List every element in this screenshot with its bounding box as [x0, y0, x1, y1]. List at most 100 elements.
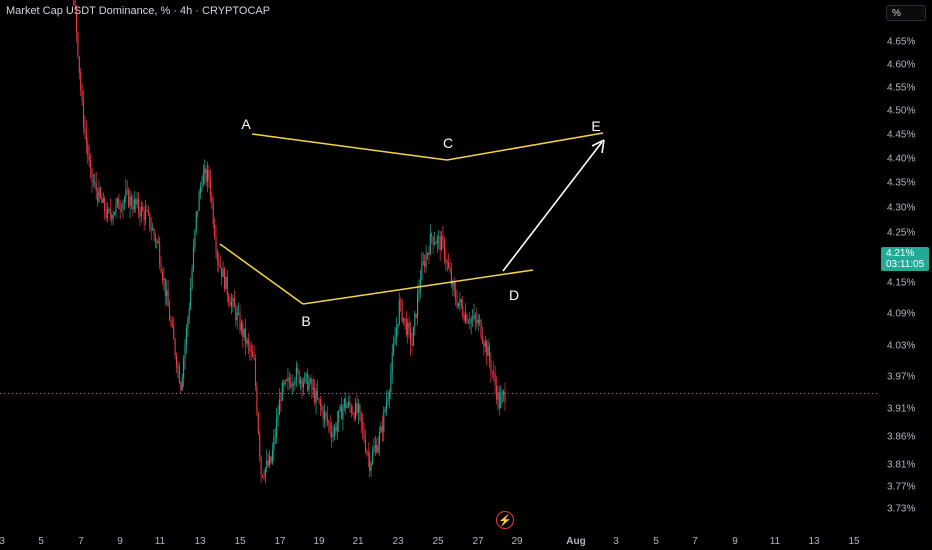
drawn-pattern-lines[interactable]: A B C D E — [219, 116, 605, 329]
candle-body — [207, 169, 209, 182]
y-tick-label: 4.15% — [887, 278, 915, 289]
candle-body — [225, 276, 227, 289]
candle-body — [314, 387, 316, 403]
candle-body — [95, 182, 97, 192]
candle-body — [342, 407, 344, 420]
candle-body — [383, 410, 385, 432]
candle-body — [121, 209, 123, 211]
candle-body — [301, 379, 303, 388]
candle-body — [460, 299, 462, 306]
candle-body — [384, 409, 386, 411]
x-tick-label: 21 — [352, 536, 364, 547]
candle-body — [125, 189, 127, 199]
y-tick-label: 3.77% — [887, 482, 915, 493]
price-axis[interactable]: 4.65% 4.60% 4.55% 4.50% 4.45% 4.40% 4.35% 4.30%… — [887, 37, 915, 515]
candle-body — [350, 406, 352, 414]
candle-body — [445, 258, 447, 263]
candle-body — [98, 188, 100, 202]
candle-body — [161, 272, 164, 280]
pattern-line — [446, 132, 604, 161]
candle-body — [371, 452, 374, 464]
candle-body — [78, 56, 80, 73]
candle-body — [380, 426, 382, 433]
candle-body — [501, 393, 503, 397]
candle-body — [264, 467, 266, 477]
candle-body — [278, 399, 281, 416]
candle-body — [243, 328, 245, 337]
candle-body — [484, 341, 486, 347]
candle-body — [91, 168, 93, 182]
candle-body — [177, 366, 179, 368]
candle-body — [257, 413, 259, 434]
candle-body — [302, 382, 304, 388]
candle-body — [81, 89, 83, 102]
candle-body — [123, 198, 125, 203]
candle-body — [397, 323, 399, 329]
y-tick-label: 4.50% — [887, 106, 915, 117]
candle-body — [426, 253, 429, 255]
pattern-point-label: A — [241, 116, 251, 132]
pattern-point-label: B — [301, 313, 310, 329]
candle-body — [442, 236, 444, 240]
lightning-icon[interactable]: ⚡ — [496, 511, 514, 529]
candle-body — [170, 320, 172, 324]
candle-body — [325, 412, 327, 416]
bar-countdown: 03:11:05 — [886, 259, 925, 270]
candle-body — [208, 169, 210, 179]
candle-body — [97, 191, 99, 202]
y-tick-label: 4.03% — [887, 341, 915, 352]
candle-body — [297, 367, 299, 372]
candle-body — [276, 418, 278, 436]
candle-body — [214, 223, 216, 237]
candle-body — [352, 413, 354, 414]
candle-body — [211, 196, 213, 202]
candle-body — [476, 319, 478, 324]
candle-body — [154, 235, 156, 242]
candle-body — [378, 432, 381, 445]
pattern-point-label: E — [591, 118, 600, 134]
x-tick-label: 5 — [38, 536, 44, 547]
candle-body — [339, 406, 341, 411]
candle-body — [373, 448, 375, 453]
candle-body — [415, 313, 417, 317]
candle-body — [168, 306, 171, 321]
candle-body — [293, 384, 295, 386]
candle-body — [75, 5, 78, 32]
candle-body — [309, 379, 312, 383]
candle-body — [394, 338, 396, 345]
candle-body — [181, 377, 183, 391]
candle-body — [421, 263, 423, 280]
candle-body — [119, 209, 121, 211]
candle-body — [146, 209, 148, 211]
candle-body — [128, 190, 130, 207]
candle-body — [111, 214, 113, 220]
candle-body — [190, 287, 192, 310]
candle-body — [401, 301, 403, 322]
candle-body — [402, 317, 405, 322]
candle-body — [192, 246, 195, 270]
candle-body — [228, 295, 230, 302]
candle-body — [266, 460, 268, 468]
candle-body — [80, 72, 82, 90]
candle-body — [381, 426, 383, 432]
axis-unit-button[interactable]: % — [886, 5, 926, 21]
candle-body — [191, 269, 193, 288]
x-tick-label: 3 — [613, 536, 619, 547]
candle-body — [376, 445, 378, 453]
candle-body — [259, 433, 261, 457]
candle-body — [400, 300, 402, 302]
projection-arrow-line — [502, 141, 603, 272]
candle-body — [343, 398, 345, 408]
candle-body — [408, 322, 410, 329]
candle-body — [147, 209, 149, 214]
candle-body — [346, 405, 348, 409]
candle-body — [88, 155, 90, 161]
y-tick-label: 4.30% — [887, 203, 915, 214]
candle-body — [443, 239, 445, 259]
candle-body — [222, 268, 224, 278]
candle-body — [87, 143, 89, 156]
candle-body — [283, 383, 285, 385]
pattern-line — [302, 269, 534, 305]
time-axis[interactable]: 3 5 7 9 11 13 15 17 19 21 23 25 27 29 Aug 3 5 7 9 11 13 15 — [0, 536, 860, 547]
